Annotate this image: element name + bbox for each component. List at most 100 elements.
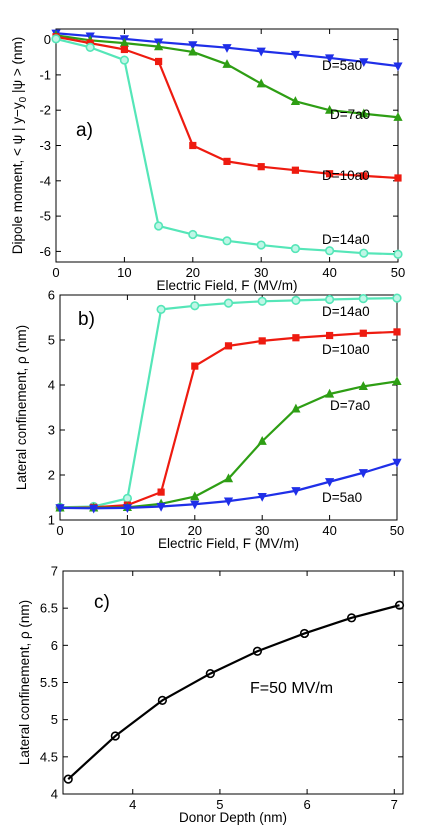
data-point bbox=[291, 295, 301, 306]
x-tick-label: 10 bbox=[117, 265, 131, 280]
data-point bbox=[154, 41, 164, 51]
data-point bbox=[63, 774, 73, 784]
series-label: D=5a0 bbox=[322, 58, 362, 73]
x-tick-label: 0 bbox=[56, 523, 63, 538]
data-point bbox=[110, 731, 120, 741]
data-point bbox=[157, 695, 167, 705]
x-tick-label: 4 bbox=[129, 797, 136, 812]
series-D=7a0 bbox=[51, 30, 403, 121]
data-point bbox=[393, 112, 403, 121]
x-tick-label: 30 bbox=[255, 523, 269, 538]
data-point bbox=[155, 57, 163, 66]
y-tick-label: -4 bbox=[39, 173, 51, 188]
data-point bbox=[51, 34, 61, 44]
data-point bbox=[325, 388, 335, 398]
x-tick-label: 30 bbox=[254, 265, 268, 280]
data-point bbox=[122, 504, 132, 514]
y-tick-label: 2 bbox=[48, 468, 55, 483]
data-point bbox=[156, 304, 166, 315]
data-point bbox=[299, 628, 310, 639]
data-point bbox=[188, 229, 198, 240]
data-point bbox=[392, 293, 402, 303]
series-label: D=10a0 bbox=[322, 342, 370, 357]
data-point bbox=[291, 487, 301, 496]
data-point bbox=[189, 141, 197, 150]
series-label: D=14a0 bbox=[322, 304, 370, 319]
data-point bbox=[257, 163, 265, 171]
y-tick-label: 5 bbox=[48, 333, 55, 348]
data-point bbox=[256, 47, 266, 57]
y-tick-label: -6 bbox=[39, 244, 51, 259]
x-tick-label: 7 bbox=[391, 797, 398, 812]
y-axis-label: Lateral confinement, ρ (nm) bbox=[17, 600, 32, 765]
series-D=14a0 bbox=[51, 34, 403, 259]
series-label: D=7a0 bbox=[330, 107, 370, 122]
data-point bbox=[205, 668, 215, 679]
y-axis-label: Lateral confinement, ρ (nm) bbox=[14, 325, 29, 490]
series-D=5a0 bbox=[51, 29, 403, 72]
data-point bbox=[122, 493, 132, 504]
series-label: D=7a0 bbox=[330, 398, 370, 413]
y-tick-label: 6 bbox=[51, 638, 58, 653]
panel-label: a) bbox=[76, 120, 93, 141]
data-point bbox=[119, 37, 129, 47]
y-tick-label: 3 bbox=[48, 423, 55, 438]
data-point bbox=[291, 403, 301, 413]
data-point bbox=[290, 50, 300, 60]
data-point bbox=[188, 46, 198, 56]
data-point bbox=[346, 613, 357, 623]
data-point bbox=[393, 249, 403, 259]
y-tick-label: 6.5 bbox=[40, 601, 58, 616]
y-tick-label: 4.5 bbox=[40, 749, 58, 764]
data-point bbox=[291, 166, 299, 174]
data-point bbox=[257, 296, 267, 306]
x-tick-label: 6 bbox=[303, 797, 310, 812]
data-point bbox=[325, 478, 335, 487]
data-point bbox=[325, 246, 335, 256]
x-axis-label: Electric Field, F (MV/m) bbox=[158, 536, 299, 551]
data-point bbox=[359, 58, 369, 68]
data-point bbox=[392, 376, 402, 385]
data-point bbox=[157, 488, 165, 496]
data-point bbox=[55, 504, 65, 514]
x-tick-label: 0 bbox=[52, 265, 59, 280]
data-point bbox=[358, 469, 368, 478]
data-point bbox=[392, 458, 402, 468]
y-tick-label: 6 bbox=[48, 288, 55, 303]
data-point bbox=[223, 473, 234, 483]
chart-panel-3: 4 5 6 7 4 4.5 5 5.5 6 6.5 7 Donor Depth (nm) Lateral… bbox=[17, 564, 405, 825]
data-point bbox=[393, 62, 403, 72]
x-axis-label: Electric Field, F (MV/m) bbox=[156, 278, 297, 293]
data-point bbox=[191, 362, 199, 370]
data-point bbox=[359, 108, 369, 118]
x-tick-label: 50 bbox=[390, 523, 404, 538]
data-point bbox=[257, 493, 267, 502]
data-point bbox=[326, 331, 334, 340]
data-point bbox=[154, 221, 164, 231]
data-point bbox=[119, 55, 129, 65]
y-tick-label: 4 bbox=[51, 787, 58, 802]
y-tick-label: -2 bbox=[39, 103, 51, 118]
data-point bbox=[85, 42, 95, 52]
y-tick-label: -1 bbox=[39, 67, 51, 82]
data-point bbox=[256, 78, 266, 88]
data-point bbox=[224, 342, 233, 350]
data-point bbox=[190, 301, 200, 311]
x-axis-label: Donor Depth (nm) bbox=[179, 810, 287, 825]
y-tick-label: 5.5 bbox=[40, 675, 58, 690]
data-point bbox=[222, 236, 232, 246]
data-point bbox=[256, 240, 266, 250]
y-tick-label: 0 bbox=[44, 32, 51, 47]
data-point bbox=[223, 497, 234, 507]
data-point bbox=[188, 41, 198, 51]
y-tick-label: 7 bbox=[51, 564, 58, 579]
y-tick-label: 4 bbox=[48, 378, 55, 393]
x-tick-label: 40 bbox=[322, 265, 336, 280]
data-point bbox=[223, 298, 234, 308]
x-tick-label: 50 bbox=[391, 265, 405, 280]
data-point bbox=[156, 502, 166, 512]
data-point bbox=[325, 294, 335, 305]
data-point bbox=[292, 334, 300, 342]
data-point bbox=[258, 337, 266, 345]
